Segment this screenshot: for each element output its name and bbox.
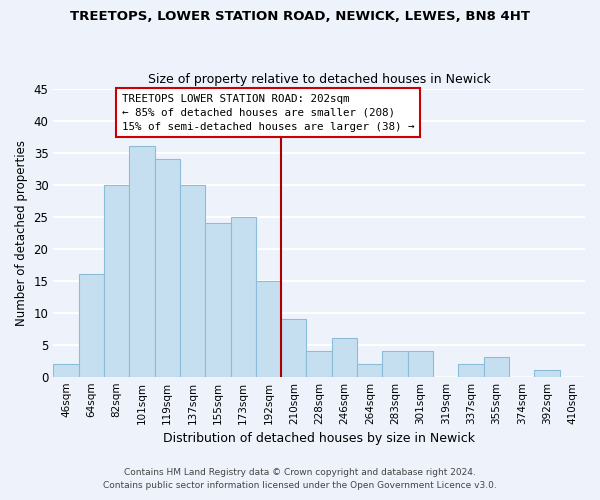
Text: TREETOPS, LOWER STATION ROAD, NEWICK, LEWES, BN8 4HT: TREETOPS, LOWER STATION ROAD, NEWICK, LE… xyxy=(70,10,530,23)
Bar xyxy=(129,146,155,376)
Bar xyxy=(79,274,104,376)
Bar xyxy=(104,184,129,376)
Bar xyxy=(332,338,357,376)
Bar xyxy=(180,184,205,376)
Text: TREETOPS LOWER STATION ROAD: 202sqm
← 85% of detached houses are smaller (208)
1: TREETOPS LOWER STATION ROAD: 202sqm ← 85… xyxy=(122,94,414,132)
Bar xyxy=(307,351,332,376)
Bar xyxy=(256,280,281,376)
Bar xyxy=(205,223,230,376)
Bar xyxy=(281,319,307,376)
Bar xyxy=(458,364,484,376)
Bar xyxy=(484,358,509,376)
Bar xyxy=(357,364,382,376)
Bar xyxy=(382,351,408,376)
Y-axis label: Number of detached properties: Number of detached properties xyxy=(15,140,28,326)
Bar xyxy=(230,216,256,376)
Bar xyxy=(535,370,560,376)
X-axis label: Distribution of detached houses by size in Newick: Distribution of detached houses by size … xyxy=(163,432,475,445)
Title: Size of property relative to detached houses in Newick: Size of property relative to detached ho… xyxy=(148,73,491,86)
Bar xyxy=(155,159,180,376)
Bar xyxy=(53,364,79,376)
Text: Contains HM Land Registry data © Crown copyright and database right 2024.
Contai: Contains HM Land Registry data © Crown c… xyxy=(103,468,497,490)
Bar xyxy=(408,351,433,376)
